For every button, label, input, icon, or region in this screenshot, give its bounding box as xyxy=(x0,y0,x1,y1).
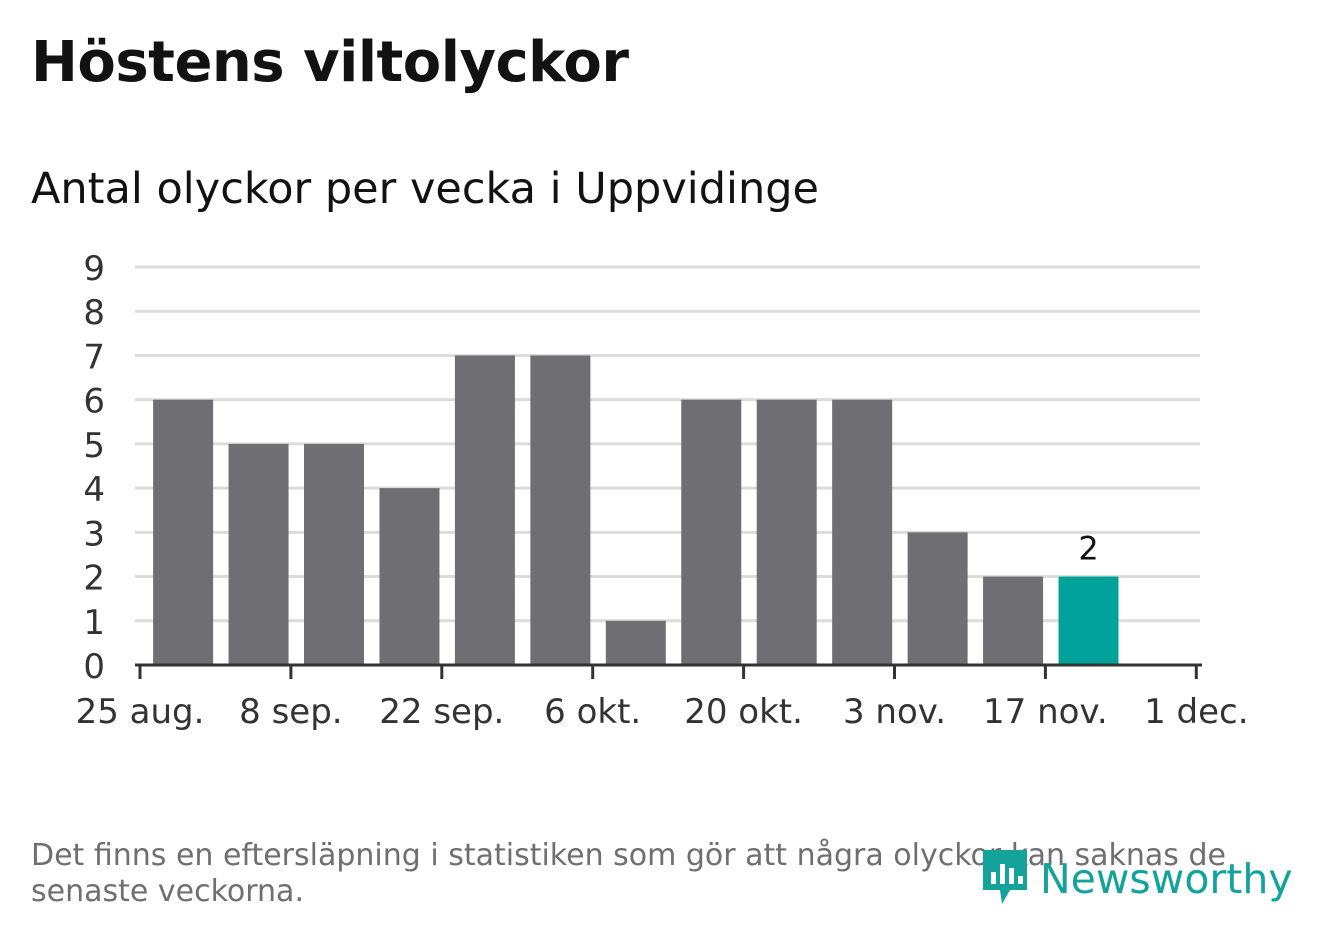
x-tick-label: 3 nov. xyxy=(843,692,946,732)
bar xyxy=(530,355,591,665)
y-tick-label: 5 xyxy=(83,426,105,466)
bar-highlight xyxy=(1058,576,1119,665)
chart-title: Höstens viltolyckor xyxy=(31,30,629,95)
bar xyxy=(228,443,289,665)
bar xyxy=(983,576,1044,665)
chart-bubble-icon xyxy=(980,846,1030,912)
y-tick-label: 7 xyxy=(83,337,105,377)
x-tick-label: 22 sep. xyxy=(379,692,504,732)
bar xyxy=(304,443,365,665)
bar xyxy=(907,532,968,665)
bar xyxy=(681,399,742,665)
y-tick-label: 4 xyxy=(83,470,105,510)
bar xyxy=(379,488,440,665)
gridlines xyxy=(135,265,1200,623)
x-tick-label: 8 sep. xyxy=(239,692,342,732)
bar xyxy=(153,399,214,665)
chart-subtitle: Antal olyckor per vecka i Uppvidinge xyxy=(31,164,819,214)
bars xyxy=(153,355,1119,665)
bar xyxy=(454,355,515,665)
brand-name: Newsworthy xyxy=(1040,855,1293,903)
x-tick-label: 1 dec. xyxy=(1144,692,1248,732)
y-tick-label: 2 xyxy=(83,559,105,599)
x-tick-label: 25 aug. xyxy=(76,692,205,732)
y-tick-label: 1 xyxy=(83,603,105,643)
y-tick-label: 9 xyxy=(83,249,105,289)
y-tick-label: 8 xyxy=(83,293,105,333)
bar xyxy=(605,620,666,665)
x-tick-label: 17 nov. xyxy=(983,692,1108,732)
x-tick-label: 6 okt. xyxy=(544,692,641,732)
axes xyxy=(135,663,1202,679)
newsworthy-logo: Newsworthy xyxy=(980,846,1293,912)
bar xyxy=(832,399,893,665)
y-tick-label: 3 xyxy=(83,514,105,554)
y-tick-label: 0 xyxy=(83,647,105,687)
y-tick-label: 6 xyxy=(83,382,105,422)
bar xyxy=(756,399,817,665)
x-tick-label: 20 okt. xyxy=(684,692,803,732)
data-label: 2 xyxy=(1078,530,1098,568)
